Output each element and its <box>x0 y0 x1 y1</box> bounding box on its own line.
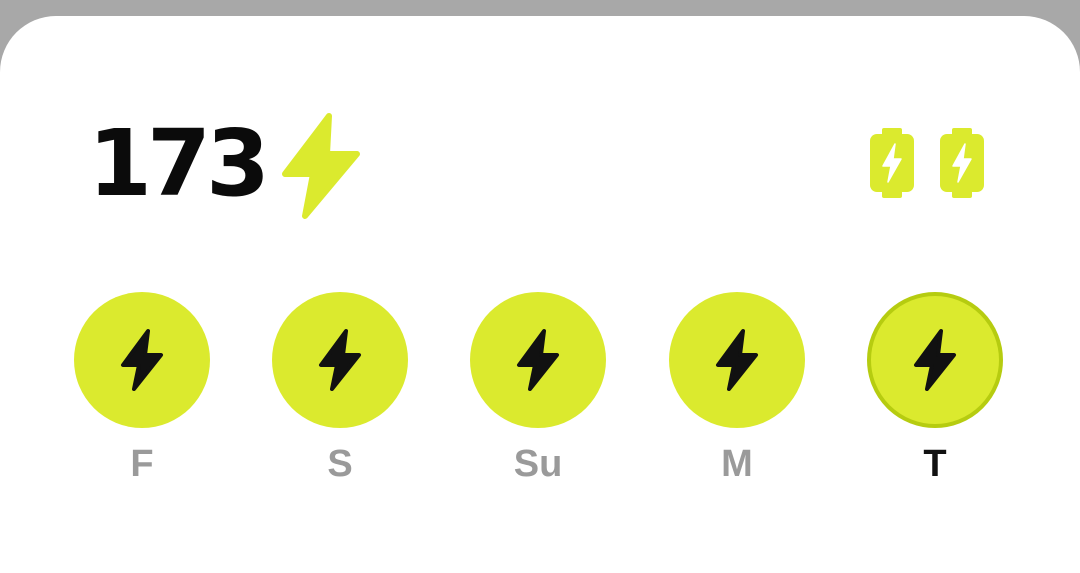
day-label: Su <box>513 443 563 485</box>
streak-freezes[interactable] <box>870 128 984 198</box>
day-monday[interactable]: M <box>667 292 807 492</box>
lightning-bolt-icon <box>517 329 559 391</box>
day-sunday[interactable]: Su <box>468 292 608 492</box>
streak-summary: 173 <box>88 108 361 220</box>
streak-count: 173 <box>88 110 270 217</box>
streak-bolt-shape <box>282 113 361 219</box>
day-label: F <box>130 443 154 485</box>
day-saturday[interactable]: S <box>270 292 410 492</box>
day-tuesday[interactable]: T <box>865 292 1005 492</box>
day-circle <box>669 292 805 428</box>
battery-bolt-icon <box>940 128 984 198</box>
day-circle <box>470 292 606 428</box>
battery-bolt-icon <box>870 128 914 198</box>
lightning-bolt-icon <box>282 113 361 219</box>
lightning-bolt-icon <box>716 329 758 391</box>
day-circle-today <box>867 292 1003 428</box>
day-circle <box>272 292 408 428</box>
lightning-bolt-icon <box>121 329 163 391</box>
day-label: S <box>327 443 353 485</box>
streak-card: 173 F <box>0 16 1080 573</box>
day-label: M <box>721 443 753 485</box>
lightning-bolt-icon <box>914 329 956 391</box>
lightning-bolt-icon <box>319 329 361 391</box>
day-label-today: T <box>923 443 947 485</box>
day-friday[interactable]: F <box>72 292 212 492</box>
day-circle <box>74 292 210 428</box>
